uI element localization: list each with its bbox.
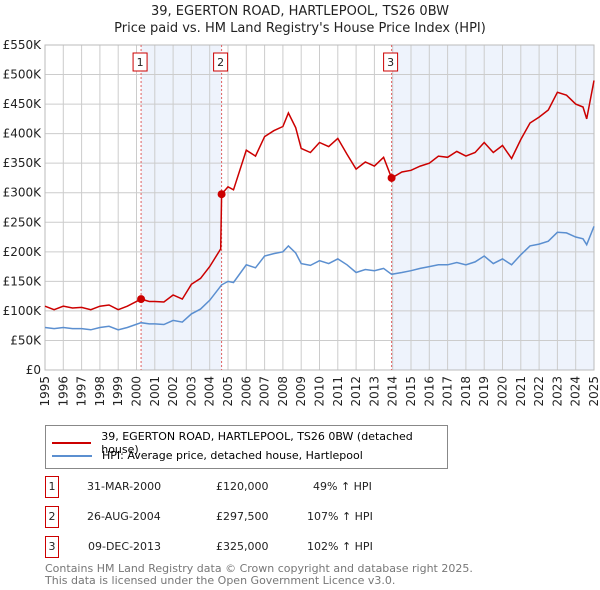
x-tick-label: 2019 <box>477 376 491 407</box>
sale-label-box <box>132 52 148 72</box>
x-tick-label: 2022 <box>532 376 546 407</box>
y-tick-label: £350K <box>3 156 43 170</box>
x-tick-label: 2002 <box>166 376 180 407</box>
sale-date: 31-MAR-2000 <box>87 480 162 493</box>
y-tick-label: £300K <box>3 186 43 200</box>
y-tick-label: £550K <box>3 38 43 52</box>
y-tick-label: £500K <box>3 68 43 82</box>
sale-label-box <box>383 52 399 72</box>
x-tick-label: 1998 <box>93 376 107 407</box>
y-tick-label: £50K <box>10 333 42 347</box>
sale-price: £120,000 <box>216 480 269 493</box>
footer-licence: This data is licensed under the Open Gov… <box>45 574 396 587</box>
sale-row: 1 31-MAR-2000 £120,000 49% ↑ HPI <box>45 476 445 498</box>
sale-number: 2 <box>45 506 59 528</box>
x-tick-label: 2020 <box>496 376 510 407</box>
x-tick-label: 2014 <box>386 376 400 407</box>
sale-row: 2 26-AUG-2004 £297,500 107% ↑ HPI <box>45 506 445 528</box>
x-tick-label: 2006 <box>239 376 253 407</box>
x-tick-label: 2021 <box>514 376 528 407</box>
x-tick-label: 2015 <box>404 376 418 407</box>
sale-date: 09-DEC-2013 <box>88 540 162 553</box>
footer: Contains HM Land Registry data © Crown c… <box>45 563 473 587</box>
sale-row: 3 09-DEC-2013 £325,000 102% ↑ HPI <box>45 536 445 558</box>
x-tick-label: 2000 <box>130 376 144 407</box>
property-price-line <box>44 80 595 311</box>
x-tick-label: 2007 <box>258 376 272 407</box>
sale-hpi: 49% ↑ HPI <box>313 480 372 493</box>
plot-frame <box>44 44 595 371</box>
x-tick-label: 2010 <box>313 376 327 407</box>
sale-label-box <box>213 52 229 72</box>
x-tick-label: 1999 <box>111 376 125 407</box>
x-tick-label: 1997 <box>75 376 89 407</box>
y-tick-label: £200K <box>3 245 43 259</box>
x-tick-label: 2003 <box>184 376 198 407</box>
sale-hpi: 107% ↑ HPI <box>307 510 373 523</box>
x-tick-label: 1995 <box>38 376 52 407</box>
sale-point <box>137 295 146 304</box>
y-tick-label: £450K <box>3 97 43 111</box>
sale-point <box>387 173 396 182</box>
footer-copyright: Contains HM Land Registry data © Crown c… <box>45 562 473 575</box>
sale-number: 3 <box>45 536 59 558</box>
sale-point <box>217 190 226 199</box>
sale-number: 1 <box>45 476 59 498</box>
x-tick-label: 2018 <box>459 376 473 407</box>
x-tick-label: 2023 <box>550 376 564 407</box>
sale-label: 3 <box>387 56 394 69</box>
x-tick-label: 2001 <box>148 376 162 407</box>
sale-label: 2 <box>217 56 224 69</box>
x-tick-label: 2024 <box>569 376 583 407</box>
price-chart: £0 £50K £100K £150K £200K £250K £300K £350K £400… <box>3 38 600 407</box>
y-tick-label: £100K <box>3 304 43 318</box>
x-tick-label: 1996 <box>56 376 70 407</box>
x-tick-label: 2013 <box>367 376 381 407</box>
x-tick-label: 2012 <box>349 376 363 407</box>
legend-label-hpi: HPI: Average price, detached house, Hart… <box>102 449 363 462</box>
sale-label: 1 <box>137 56 144 69</box>
x-tick-label: 2017 <box>441 376 455 407</box>
legend: 39, EGERTON ROAD, HARTLEPOOL, TS26 0BW (… <box>45 425 448 469</box>
sale-price: £297,500 <box>216 510 269 523</box>
y-tick-label: £150K <box>3 274 43 288</box>
x-tick-label: 2016 <box>422 376 436 407</box>
y-tick-label: £400K <box>3 127 43 141</box>
sale-hpi: 102% ↑ HPI <box>307 540 373 553</box>
legend-label-property: 39, EGERTON ROAD, HARTLEPOOL, TS26 0BW (… <box>101 430 413 456</box>
shaded-period <box>391 45 594 370</box>
hpi-line <box>44 226 595 331</box>
y-tick-label: £0 <box>26 363 41 377</box>
x-tick-label: 2025 <box>587 376 600 407</box>
sale-price: £325,000 <box>216 540 269 553</box>
x-tick-label: 2011 <box>331 376 345 407</box>
legend-swatch-property <box>52 442 92 444</box>
y-tick-label: £250K <box>3 215 43 229</box>
sale-date: 26-AUG-2004 <box>87 510 161 523</box>
x-tick-label: 2008 <box>276 376 290 407</box>
x-tick-label: 2005 <box>221 376 235 407</box>
x-tick-label: 2009 <box>294 376 308 407</box>
x-tick-label: 2004 <box>203 376 217 407</box>
chart-subtitle: Price paid vs. HM Land Registry's House … <box>114 21 486 36</box>
chart-title: 39, EGERTON ROAD, HARTLEPOOL, TS26 0BW <box>150 4 450 19</box>
legend-swatch-hpi <box>52 454 92 457</box>
